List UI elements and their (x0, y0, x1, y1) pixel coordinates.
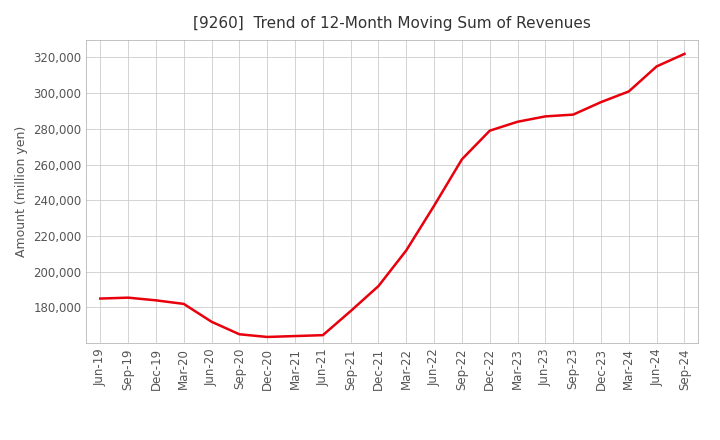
Title: [9260]  Trend of 12-Month Moving Sum of Revenues: [9260] Trend of 12-Month Moving Sum of R… (194, 16, 591, 32)
Y-axis label: Amount (million yen): Amount (million yen) (14, 126, 28, 257)
